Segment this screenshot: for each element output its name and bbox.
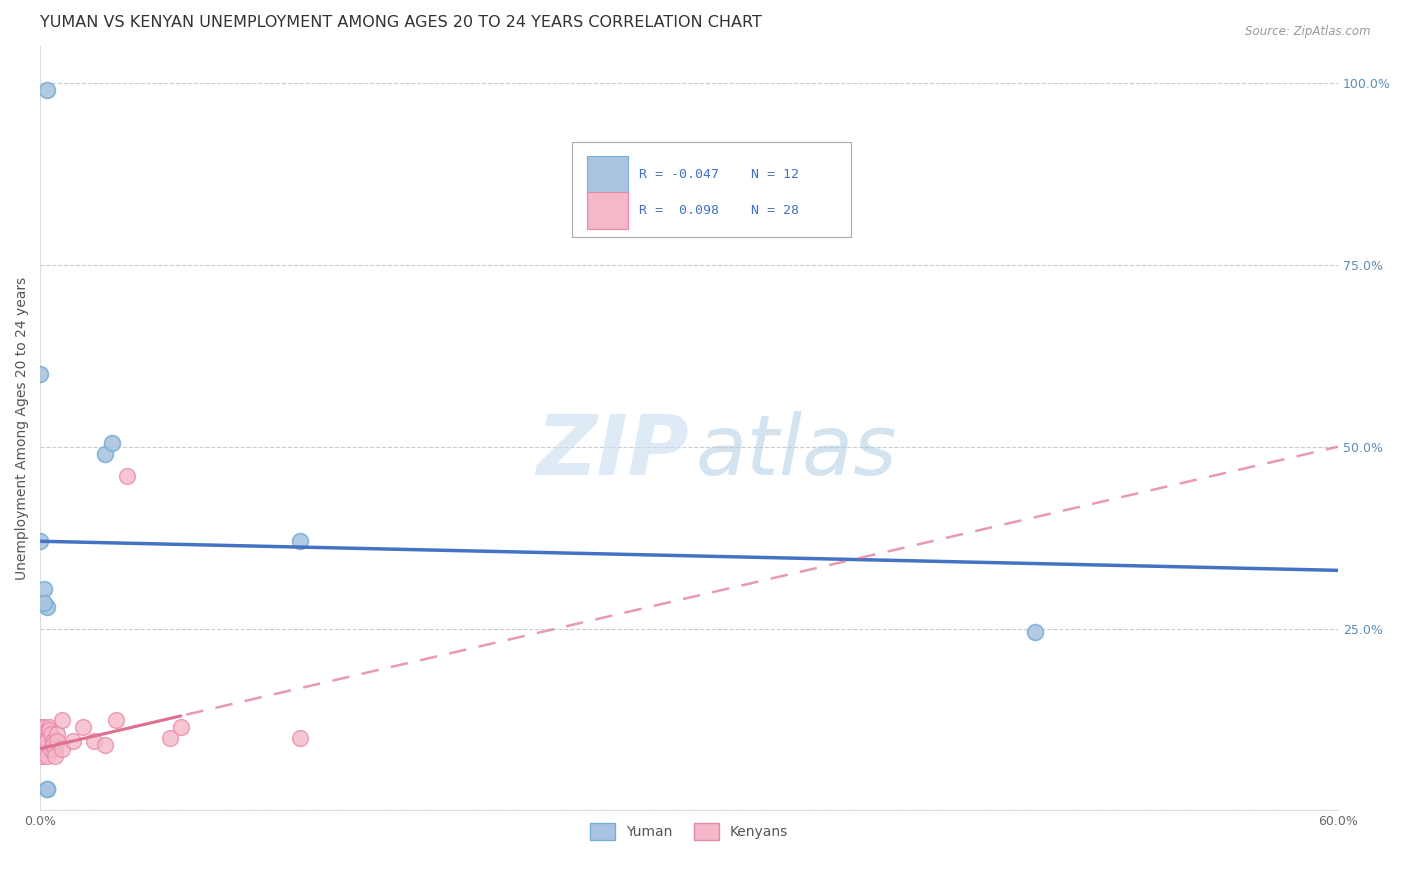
Point: [35, 748, 58, 763]
Text: atlas: atlas: [696, 411, 897, 491]
Text: ZIP: ZIP: [537, 411, 689, 491]
Text: Source: ZipAtlas.com: Source: ZipAtlas.com: [1246, 25, 1371, 38]
Point: [31, 734, 53, 748]
FancyBboxPatch shape: [586, 192, 628, 229]
Legend: Yuman, Kenyans: Yuman, Kenyans: [585, 817, 793, 846]
Point: [35, 781, 58, 796]
Text: YUMAN VS KENYAN UNEMPLOYMENT AMONG AGES 20 TO 24 YEARS CORRELATION CHART: YUMAN VS KENYAN UNEMPLOYMENT AMONG AGES …: [41, 15, 762, 30]
Text: R =  0.098    N = 28: R = 0.098 N = 28: [638, 204, 799, 218]
Point: [34, 596, 56, 610]
Point: [94, 447, 117, 461]
Point: [38, 720, 60, 734]
Point: [46, 727, 69, 741]
Y-axis label: Unemployment Among Ages 20 to 24 years: Unemployment Among Ages 20 to 24 years: [15, 277, 30, 580]
Point: [72, 720, 94, 734]
Point: [35, 599, 58, 614]
Point: [44, 741, 66, 756]
Point: [51, 741, 73, 756]
Point: [35, 83, 58, 97]
Point: [42, 734, 65, 748]
Point: [35, 734, 58, 748]
Point: [159, 731, 181, 745]
Point: [1024, 625, 1046, 640]
FancyBboxPatch shape: [572, 142, 852, 237]
Text: R = -0.047    N = 12: R = -0.047 N = 12: [638, 169, 799, 181]
Point: [30, 720, 52, 734]
Point: [35, 781, 58, 796]
Point: [38, 723, 60, 738]
Point: [94, 738, 117, 752]
Point: [30, 534, 52, 549]
Point: [34, 720, 56, 734]
Point: [39, 741, 62, 756]
Point: [51, 713, 73, 727]
Point: [288, 534, 311, 549]
Point: [83, 734, 105, 748]
Point: [115, 468, 138, 483]
Point: [170, 720, 193, 734]
Point: [39, 727, 62, 741]
Point: [34, 582, 56, 596]
FancyBboxPatch shape: [586, 156, 628, 194]
Point: [288, 731, 311, 745]
Point: [30, 367, 52, 381]
Point: [34, 741, 56, 756]
Point: [31, 748, 53, 763]
Point: [100, 436, 122, 450]
Point: [46, 734, 69, 748]
Point: [44, 748, 66, 763]
Point: [104, 713, 127, 727]
Point: [42, 738, 65, 752]
Point: [62, 734, 84, 748]
